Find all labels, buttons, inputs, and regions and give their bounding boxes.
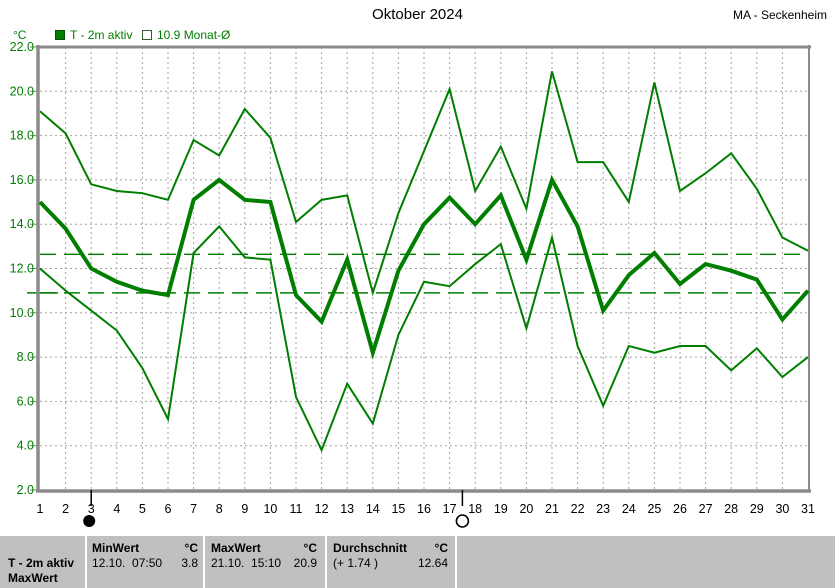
svg-text:22: 22 [571, 502, 585, 516]
page-title: Oktober 2024 [372, 6, 463, 23]
svg-text:16: 16 [417, 502, 431, 516]
svg-text:27: 27 [699, 502, 713, 516]
maxwert-value: 20.9 [293, 556, 317, 570]
durchschnitt-unit: °C [434, 541, 448, 555]
svg-text:8.0: 8.0 [17, 350, 34, 364]
svg-text:28: 28 [724, 502, 738, 516]
svg-text:7: 7 [190, 502, 197, 516]
chart-gridlines [40, 47, 809, 490]
durchschnitt-header: Durchschnitt [333, 541, 408, 555]
minwert-datetime: 12.10. 07:50 [92, 556, 163, 570]
svg-text:5: 5 [139, 502, 146, 516]
svg-text:23: 23 [596, 502, 610, 516]
x-axis-day-labels: 1 2 3 4 5 6 7 8 9 10 11 12 13 14 15 16 17 18 19 20 21 22 23 24 2… [37, 502, 815, 516]
stats-row2-label: MaxWert [8, 571, 58, 585]
durchschnitt-value: 12.64 [417, 556, 448, 570]
svg-text:6.0: 6.0 [17, 394, 34, 408]
legend-open-square-icon [142, 30, 152, 40]
new-moon-icon [83, 515, 96, 527]
plot-frame [36, 45, 811, 493]
panel-divider [455, 536, 457, 588]
svg-text:10.0: 10.0 [10, 306, 34, 320]
svg-text:18: 18 [468, 502, 482, 516]
svg-text:6: 6 [165, 502, 172, 516]
legend-label-active-series: T - 2m aktiv [70, 28, 133, 42]
svg-text:2: 2 [62, 502, 69, 516]
maxwert-header: MaxWert [211, 541, 261, 555]
svg-text:8: 8 [216, 502, 223, 516]
panel-divider [325, 536, 327, 588]
svg-text:10: 10 [263, 502, 277, 516]
svg-text:20: 20 [519, 502, 533, 516]
svg-text:1: 1 [37, 502, 44, 516]
svg-text:13: 13 [340, 502, 354, 516]
svg-text:9: 9 [241, 502, 248, 516]
svg-text:12.0: 12.0 [10, 262, 34, 276]
svg-text:3: 3 [88, 502, 95, 516]
svg-text:24: 24 [622, 502, 636, 516]
svg-text:22.0: 22.0 [10, 40, 34, 54]
svg-text:21: 21 [545, 502, 559, 516]
svg-text:12: 12 [315, 502, 329, 516]
stats-row1-label: T - 2m aktiv [8, 556, 75, 570]
moon-phase-markers [83, 490, 470, 528]
svg-text:31: 31 [801, 502, 815, 516]
maxwert-datetime: 21.10. 15:10 [211, 556, 282, 570]
durchschnitt-anomaly: (+ 1.74 ) [333, 556, 379, 570]
panel-divider [85, 536, 87, 588]
svg-text:20.0: 20.0 [10, 84, 34, 98]
series-daily_max-line [39, 71, 809, 297]
svg-text:26: 26 [673, 502, 687, 516]
y-axis-labels: 22.0 20.0 18.0 16.0 14.0 12.0 10.0 8.0 6.0 4.0 2.0 [10, 40, 37, 497]
svg-text:4: 4 [113, 502, 120, 516]
temperature-series [38, 71, 810, 453]
svg-text:15: 15 [391, 502, 405, 516]
svg-text:19: 19 [494, 502, 508, 516]
minwert-header: MinWert [92, 541, 140, 555]
svg-text:29: 29 [750, 502, 764, 516]
y-axis-unit-label: °C [13, 28, 27, 42]
svg-text:14: 14 [366, 502, 380, 516]
legend-label-month-average: 10.9 Monat-Ø [157, 28, 231, 42]
series-daily_mean_T2m_aktiv-line [38, 174, 810, 360]
svg-text:2.0: 2.0 [17, 483, 34, 497]
maxwert-unit: °C [303, 541, 317, 555]
svg-text:25: 25 [647, 502, 661, 516]
svg-text:11: 11 [290, 502, 303, 516]
minwert-value: 3.8 [181, 556, 198, 570]
station-name: MA - Seckenheim [732, 8, 827, 22]
panel-divider [203, 536, 205, 588]
svg-text:30: 30 [775, 502, 789, 516]
svg-text:16.0: 16.0 [10, 173, 34, 187]
svg-text:4.0: 4.0 [17, 439, 34, 453]
minwert-unit: °C [184, 541, 198, 555]
svg-text:17: 17 [443, 502, 457, 516]
stats-panel: T - 2m aktiv MaxWert MinWert °C 12.10. 0… [0, 536, 835, 588]
svg-text:18.0: 18.0 [10, 129, 34, 143]
svg-text:14.0: 14.0 [10, 217, 34, 231]
series-daily_min-line [39, 224, 809, 453]
temperature-line-chart: 22.0 20.0 18.0 16.0 14.0 12.0 10.0 8.0 6.0 4.0 2.0… [10, 40, 815, 528]
legend-filled-square-icon [55, 30, 65, 40]
full-moon-icon [455, 514, 470, 528]
